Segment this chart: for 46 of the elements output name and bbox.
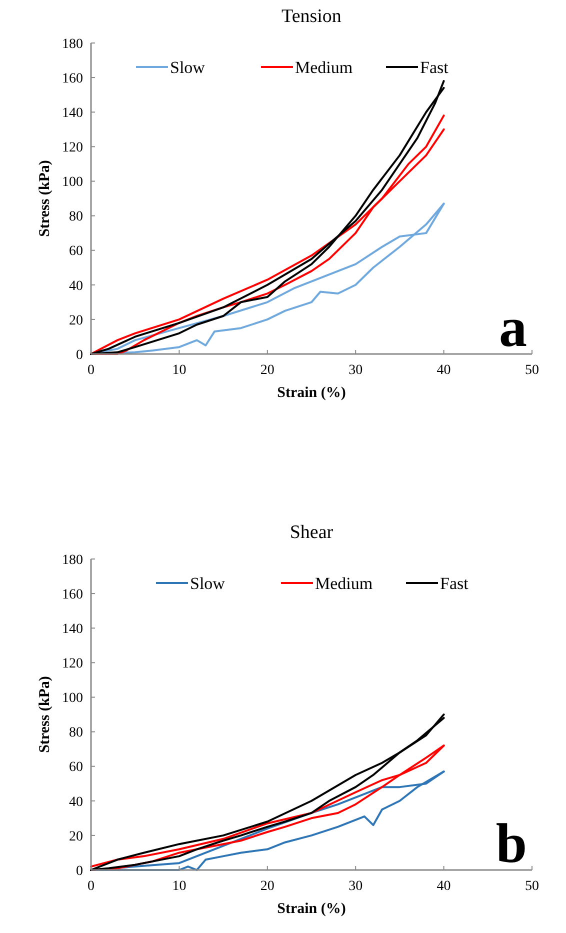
y-tick-label: 20 (69, 829, 83, 844)
x-tick-label: 40 (436, 879, 451, 894)
y-axis-title: Stress (kPa) (37, 676, 53, 753)
y-tick-label: 60 (69, 760, 83, 776)
y-tick-label: 40 (69, 278, 83, 294)
y-tick-label: 40 (69, 794, 83, 810)
x-tick-label: 30 (348, 363, 363, 378)
annotation: a (499, 297, 527, 359)
y-tick-label: 80 (69, 210, 83, 225)
y-tick-label: 140 (62, 106, 83, 122)
y-tick-label: 120 (62, 656, 83, 672)
x-tick-label: 40 (436, 363, 451, 378)
y-tick-label: 100 (62, 691, 83, 706)
x-tick-label: 50 (525, 363, 539, 378)
legend-label: Medium (295, 58, 353, 77)
y-tick-label: 180 (62, 552, 83, 568)
x-tick-label: 50 (525, 879, 539, 894)
y-tick-label: 100 (62, 175, 83, 190)
y-tick-label: 0 (76, 348, 83, 363)
x-tick-label: 10 (172, 363, 186, 378)
x-tick-label: 0 (88, 363, 94, 378)
chart-title: Tension (282, 6, 342, 27)
legend-label: Medium (315, 574, 373, 593)
x-axis-title: Strain (%) (277, 385, 346, 401)
annotation: b (496, 813, 527, 875)
y-tick-label: 160 (62, 587, 83, 602)
legend-label: Slow (190, 574, 226, 593)
legend-label: Fast (420, 58, 449, 77)
x-tick-label: 30 (348, 879, 363, 894)
y-tick-label: 60 (69, 244, 83, 260)
x-tick-label: 10 (172, 879, 186, 894)
y-tick-label: 180 (62, 36, 83, 52)
x-tick-label: 20 (260, 879, 274, 894)
y-tick-label: 160 (62, 71, 83, 86)
y-tick-label: 120 (62, 140, 83, 156)
y-tick-label: 140 (62, 622, 83, 638)
chart-title: Shear (290, 522, 334, 543)
y-tick-label: 0 (76, 864, 83, 879)
legend-label: Fast (440, 574, 469, 593)
y-tick-label: 80 (69, 726, 83, 741)
x-tick-label: 20 (260, 363, 274, 378)
x-tick-label: 0 (88, 879, 94, 894)
legend-label: Slow (170, 58, 206, 77)
y-tick-label: 20 (69, 313, 83, 328)
x-axis-title: Strain (%) (277, 901, 346, 917)
y-axis-title: Stress (kPa) (37, 160, 53, 237)
